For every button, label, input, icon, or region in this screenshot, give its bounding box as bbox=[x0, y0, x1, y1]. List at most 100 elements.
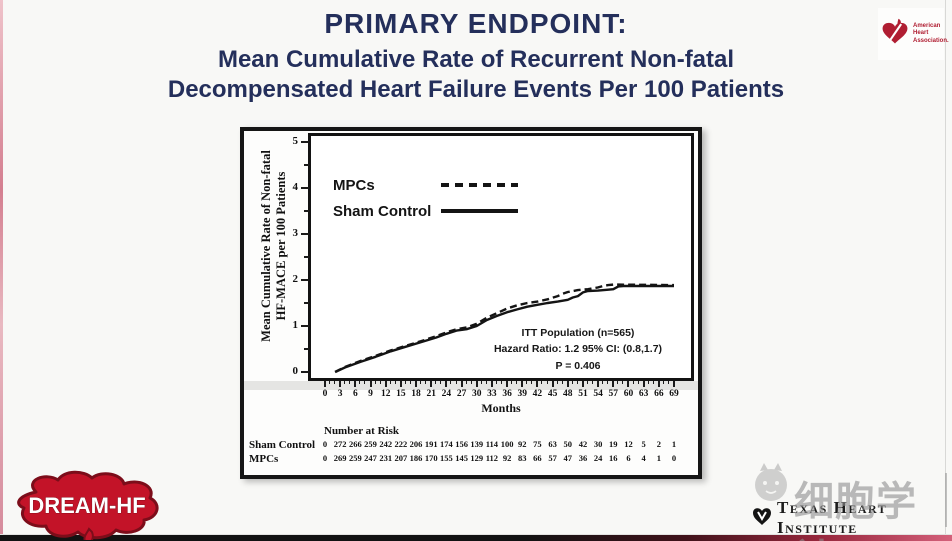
risk-value: 1 bbox=[656, 453, 661, 463]
x-tick-label: 21 bbox=[426, 389, 436, 399]
y-tick-label: 2 bbox=[292, 273, 299, 285]
aha-text-line2: Heart bbox=[913, 30, 929, 37]
x-tick bbox=[460, 381, 463, 387]
x-tick bbox=[404, 381, 406, 384]
x-tick bbox=[430, 381, 433, 387]
x-tick bbox=[566, 381, 569, 387]
x-tick bbox=[597, 381, 600, 387]
risk-value: 12 bbox=[624, 439, 633, 449]
x-tick bbox=[511, 381, 513, 384]
y-tick-label: 0 bbox=[292, 365, 299, 377]
risk-value: 6 bbox=[626, 453, 631, 463]
x-tick bbox=[526, 381, 528, 384]
x-tick bbox=[657, 381, 660, 387]
x-tick bbox=[581, 381, 584, 387]
x-tick bbox=[455, 381, 457, 384]
x-tick bbox=[334, 381, 336, 384]
x-tick bbox=[364, 381, 366, 384]
y-tick bbox=[301, 141, 309, 143]
y-minor-tick bbox=[304, 164, 309, 166]
annotation-hazard-ratio: Hazard Ratio: 1.2 95% CI: (0.8,1.7) bbox=[493, 343, 663, 356]
y-tick-label: 5 bbox=[292, 135, 299, 147]
x-tick-label: 18 bbox=[411, 389, 421, 399]
x-tick bbox=[667, 381, 669, 384]
page-subtitle-line1: Mean Cumulative Rate of Recurrent Non-fa… bbox=[217, 46, 735, 73]
x-tick bbox=[592, 381, 594, 384]
risk-table-header: Number at Risk bbox=[324, 425, 399, 437]
x-tick bbox=[576, 381, 578, 384]
legend-dashed-line-sample bbox=[441, 183, 518, 187]
x-tick bbox=[415, 381, 418, 387]
plot-area: MPCs Sham Control ITT Population (n=565)… bbox=[308, 133, 694, 381]
legend-row-sham: Sham Control bbox=[333, 198, 518, 224]
y-tick-label: 3 bbox=[292, 227, 299, 239]
x-tick bbox=[561, 381, 563, 384]
x-tick bbox=[571, 381, 573, 384]
risk-value: 231 bbox=[379, 453, 393, 463]
x-tick-label: 63 bbox=[638, 389, 649, 399]
page-subtitle-line2: Decompensated Heart Failure Events Per 1… bbox=[167, 76, 785, 103]
risk-value: 206 bbox=[409, 439, 423, 449]
risk-value: 4 bbox=[641, 453, 646, 463]
risk-value: 247 bbox=[364, 453, 377, 463]
x-tick bbox=[470, 381, 472, 384]
risk-value: 0 bbox=[322, 439, 328, 449]
risk-value: 156 bbox=[455, 439, 468, 449]
risk-value: 0 bbox=[671, 453, 677, 463]
x-tick bbox=[329, 381, 331, 384]
x-tick bbox=[617, 381, 619, 384]
risk-value: 63 bbox=[548, 439, 557, 449]
x-tick-label: 0 bbox=[322, 389, 328, 399]
risk-value: 207 bbox=[394, 453, 408, 463]
risk-value: 1 bbox=[671, 439, 677, 449]
x-tick bbox=[389, 381, 391, 384]
risk-value: 145 bbox=[455, 453, 468, 463]
x-tick bbox=[637, 381, 639, 384]
risk-value: 5 bbox=[641, 439, 646, 449]
risk-value: 114 bbox=[485, 439, 499, 449]
risk-value: 47 bbox=[563, 453, 573, 463]
x-tick-label: 60 bbox=[623, 389, 634, 399]
y-tick bbox=[301, 279, 309, 281]
y-tick bbox=[301, 187, 309, 189]
x-tick bbox=[420, 381, 422, 384]
x-tick-label: 51 bbox=[578, 389, 588, 399]
x-tick bbox=[627, 381, 630, 387]
risk-row-sham-control: Sham Control 0 272 266 259 242 222 206 191 174 156… bbox=[244, 439, 698, 451]
risk-value: 0 bbox=[322, 453, 328, 463]
x-tick bbox=[450, 381, 452, 384]
risk-value: 92 bbox=[518, 439, 527, 449]
x-tick bbox=[440, 381, 442, 384]
x-tick bbox=[521, 381, 524, 387]
risk-value: 2 bbox=[656, 439, 661, 449]
series-line-sham-control bbox=[334, 284, 674, 374]
y-tick bbox=[301, 325, 309, 327]
risk-value: 66 bbox=[533, 453, 542, 463]
cat-logo-icon bbox=[748, 461, 794, 512]
x-tick bbox=[324, 381, 326, 387]
x-tick bbox=[652, 381, 654, 384]
y-tick bbox=[301, 233, 309, 235]
annotation-p-value: P = 0.406 bbox=[555, 359, 601, 372]
x-tick-label: 6 bbox=[352, 389, 358, 399]
risk-row-label: Sham Control bbox=[249, 439, 316, 451]
risk-row-label: MPCs bbox=[249, 453, 279, 465]
x-tick bbox=[495, 381, 497, 384]
risk-value: 57 bbox=[548, 453, 557, 463]
risk-value: 75 bbox=[533, 439, 542, 449]
x-tick bbox=[490, 381, 493, 387]
x-tick bbox=[541, 381, 543, 384]
texas-heart-institute-logo: Texas Heart Institute bbox=[752, 498, 952, 538]
x-tick bbox=[556, 381, 558, 384]
risk-value: 191 bbox=[424, 439, 438, 449]
x-tick bbox=[622, 381, 624, 384]
dream-blob-shape bbox=[17, 470, 159, 540]
x-tick bbox=[587, 381, 588, 384]
x-tick bbox=[374, 381, 376, 384]
y-tick bbox=[301, 371, 309, 373]
y-minor-tick bbox=[304, 302, 309, 304]
risk-value: 129 bbox=[470, 453, 484, 463]
x-tick-label: 3 bbox=[337, 389, 343, 399]
risk-value: 36 bbox=[578, 453, 588, 463]
risk-row-mpcs: MPCs 0 269 259 247 231 207 186 170 155 145 129 112 92… bbox=[244, 453, 698, 465]
